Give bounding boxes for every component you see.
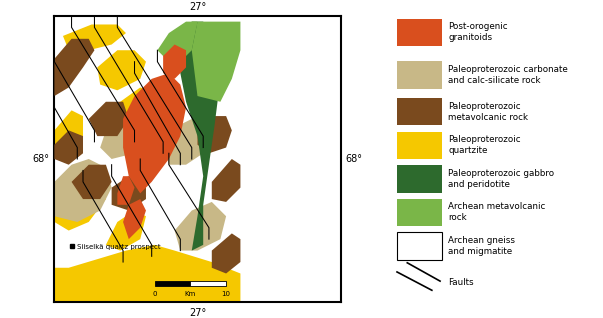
Text: Paleoproterozoic gabbro
and peridotite: Paleoproterozoic gabbro and peridotite <box>448 169 554 189</box>
Bar <box>397 98 442 125</box>
Text: Post-orogenic
granitoids: Post-orogenic granitoids <box>448 22 508 42</box>
Polygon shape <box>198 116 232 153</box>
Text: Km: Km <box>185 291 196 297</box>
Polygon shape <box>192 22 241 102</box>
Polygon shape <box>112 176 146 211</box>
Text: 0: 0 <box>153 291 157 297</box>
Polygon shape <box>54 173 106 231</box>
Polygon shape <box>54 130 83 165</box>
Bar <box>397 232 442 260</box>
Polygon shape <box>180 22 220 251</box>
Bar <box>154 281 191 286</box>
Text: Paleoproterozoic
quartzite: Paleoproterozoic quartzite <box>448 135 521 155</box>
Text: Paleoproterozoic carbonate
and calc-silicate rock: Paleoproterozoic carbonate and calc-sili… <box>448 65 568 85</box>
Text: 10: 10 <box>222 291 230 297</box>
Polygon shape <box>134 130 169 168</box>
Bar <box>191 281 226 286</box>
Polygon shape <box>89 102 129 136</box>
Polygon shape <box>123 199 146 239</box>
Polygon shape <box>212 159 241 202</box>
Polygon shape <box>106 211 146 251</box>
Text: Archean metavolcanic
rock: Archean metavolcanic rock <box>448 202 546 223</box>
Polygon shape <box>54 159 112 222</box>
Bar <box>397 61 442 89</box>
Bar <box>397 18 442 46</box>
Polygon shape <box>180 22 198 45</box>
Polygon shape <box>163 45 186 79</box>
Polygon shape <box>146 102 180 136</box>
Bar <box>397 199 442 226</box>
Polygon shape <box>63 24 126 50</box>
Polygon shape <box>118 176 134 205</box>
Polygon shape <box>123 73 186 193</box>
Text: 27°: 27° <box>189 308 206 318</box>
Polygon shape <box>212 233 241 273</box>
Bar <box>397 165 442 193</box>
Polygon shape <box>72 165 112 199</box>
Polygon shape <box>175 202 226 251</box>
Text: 68°: 68° <box>346 154 363 164</box>
Text: Archean gneiss
and migmatite: Archean gneiss and migmatite <box>448 236 516 256</box>
Polygon shape <box>54 245 241 302</box>
Polygon shape <box>157 22 198 62</box>
Polygon shape <box>54 39 95 96</box>
Text: Paleoproterozoic
metavolcanic rock: Paleoproterozoic metavolcanic rock <box>448 102 528 122</box>
Bar <box>397 132 442 159</box>
Text: 27°: 27° <box>189 3 206 12</box>
Text: 68°: 68° <box>32 154 49 164</box>
Text: Faults: Faults <box>448 278 474 287</box>
Polygon shape <box>97 50 146 90</box>
Polygon shape <box>54 110 83 150</box>
Text: Siiselkä quartz prospect: Siiselkä quartz prospect <box>77 244 161 250</box>
Polygon shape <box>163 116 209 165</box>
Polygon shape <box>120 87 163 125</box>
Polygon shape <box>100 116 146 159</box>
